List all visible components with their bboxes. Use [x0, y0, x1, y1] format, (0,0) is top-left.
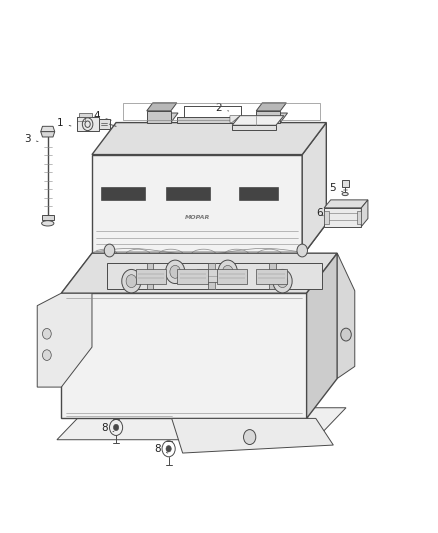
Polygon shape: [324, 211, 328, 224]
Polygon shape: [208, 263, 215, 289]
Text: 3: 3: [24, 134, 38, 143]
Polygon shape: [42, 215, 54, 220]
Circle shape: [42, 350, 51, 360]
Polygon shape: [307, 253, 337, 418]
Polygon shape: [61, 253, 337, 293]
Polygon shape: [101, 187, 145, 200]
Circle shape: [170, 265, 180, 278]
Polygon shape: [269, 263, 276, 289]
Polygon shape: [92, 224, 326, 256]
Polygon shape: [41, 126, 55, 132]
Polygon shape: [99, 119, 110, 129]
Polygon shape: [147, 111, 171, 123]
Circle shape: [104, 244, 115, 257]
Polygon shape: [342, 180, 349, 187]
Polygon shape: [92, 155, 302, 256]
Polygon shape: [107, 263, 322, 289]
Polygon shape: [230, 116, 240, 123]
Polygon shape: [256, 111, 280, 123]
Text: 1: 1: [57, 118, 71, 127]
Polygon shape: [136, 269, 166, 284]
Circle shape: [341, 328, 351, 341]
Polygon shape: [232, 116, 284, 125]
Polygon shape: [61, 293, 307, 418]
Circle shape: [297, 244, 307, 257]
Text: MOPAR: MOPAR: [184, 215, 210, 220]
Polygon shape: [217, 269, 247, 284]
Polygon shape: [232, 125, 276, 130]
Polygon shape: [37, 253, 92, 387]
Text: 5: 5: [329, 183, 343, 192]
Polygon shape: [147, 113, 178, 123]
Circle shape: [122, 270, 141, 293]
Polygon shape: [79, 113, 92, 117]
Circle shape: [126, 274, 137, 288]
Circle shape: [113, 424, 119, 431]
Polygon shape: [166, 187, 210, 200]
Ellipse shape: [42, 221, 54, 226]
Polygon shape: [256, 103, 286, 111]
Polygon shape: [177, 269, 208, 284]
Polygon shape: [57, 408, 346, 440]
Circle shape: [166, 446, 171, 452]
Ellipse shape: [342, 192, 348, 196]
Polygon shape: [256, 269, 287, 284]
Text: 7: 7: [131, 268, 146, 278]
Polygon shape: [324, 208, 361, 227]
Polygon shape: [324, 200, 368, 208]
Polygon shape: [256, 113, 287, 123]
Circle shape: [218, 260, 237, 284]
Circle shape: [277, 274, 288, 288]
Polygon shape: [361, 200, 368, 227]
Polygon shape: [147, 263, 153, 289]
Polygon shape: [337, 253, 355, 378]
Text: 6: 6: [316, 208, 323, 218]
Polygon shape: [302, 123, 326, 256]
Polygon shape: [41, 132, 55, 137]
Polygon shape: [172, 418, 333, 453]
Text: 8: 8: [154, 444, 168, 454]
Polygon shape: [77, 117, 99, 131]
Polygon shape: [357, 211, 361, 224]
Circle shape: [166, 260, 185, 284]
Circle shape: [42, 328, 51, 339]
Text: 8: 8: [101, 423, 114, 433]
Polygon shape: [177, 117, 247, 123]
Text: 2: 2: [215, 103, 229, 112]
Polygon shape: [147, 103, 177, 111]
Polygon shape: [92, 123, 326, 155]
Polygon shape: [239, 187, 278, 200]
Circle shape: [244, 430, 256, 445]
Text: 4: 4: [94, 111, 111, 121]
Circle shape: [223, 265, 233, 278]
Polygon shape: [197, 269, 232, 282]
Circle shape: [273, 270, 292, 293]
